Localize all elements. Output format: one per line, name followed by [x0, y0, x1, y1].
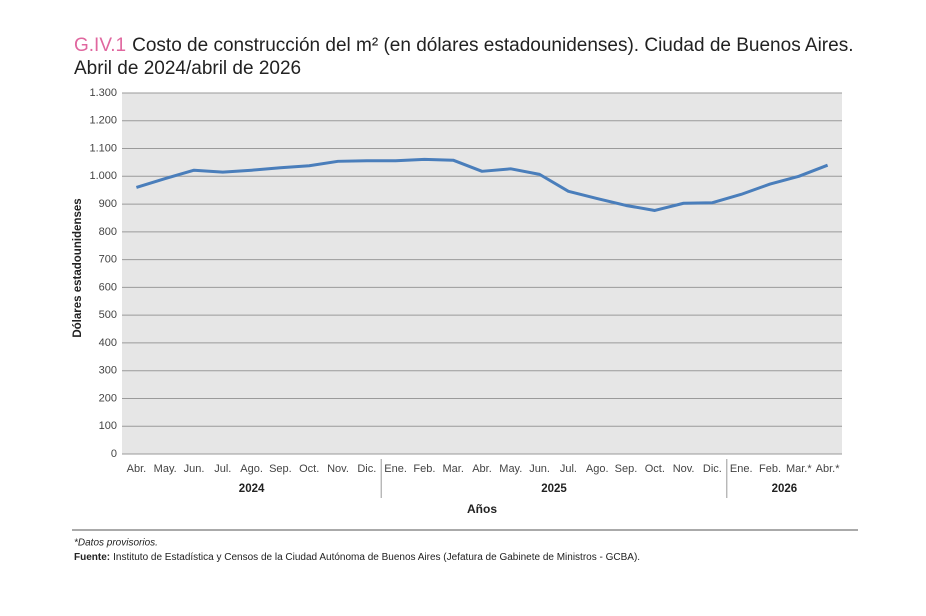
- y-axis-label: Dólares estadounidenses: [72, 198, 84, 337]
- plot-area: [122, 93, 842, 454]
- y-tick-label: 100: [99, 420, 117, 432]
- x-tick-label: Sep.: [615, 463, 638, 475]
- x-group-label: 2024: [239, 483, 265, 495]
- x-tick-label: Ene.: [384, 463, 407, 475]
- y-tick-label: 0: [111, 448, 117, 460]
- y-tick-label: 200: [99, 392, 117, 404]
- x-tick-label: Oct.: [645, 463, 665, 475]
- x-tick-label: Feb.: [413, 463, 435, 475]
- chart-subtitle: Abril de 2024/abril de 2026: [74, 58, 301, 79]
- y-tick-label: 800: [99, 226, 117, 238]
- y-tick-label: 600: [99, 281, 117, 293]
- x-tick-label: May.: [154, 463, 177, 475]
- x-tick-label: Jun.: [529, 463, 550, 475]
- x-tick-label: Abr.: [127, 463, 147, 475]
- x-tick-label: Jun.: [184, 463, 205, 475]
- x-tick-label: Sep.: [269, 463, 292, 475]
- y-tick-label: 1.100: [89, 142, 117, 154]
- note: *Datos provisorios.: [74, 538, 158, 549]
- y-tick-label: 400: [99, 337, 117, 349]
- chart-title: Costo de construcción del m² (en dólares…: [132, 35, 853, 56]
- source-line: Fuente: Instituto de Estadística y Censos…: [74, 552, 640, 563]
- x-tick-label: Abr.: [472, 463, 492, 475]
- x-tick-label: Abr.*: [816, 463, 841, 475]
- y-tick-label: 700: [99, 254, 117, 266]
- x-tick-label: Dic.: [703, 463, 722, 475]
- x-tick-label: Nov.: [327, 463, 349, 475]
- x-tick-label: Mar.: [442, 463, 463, 475]
- x-tick-label: Mar.*: [786, 463, 812, 475]
- x-tick-label: Jul.: [214, 463, 231, 475]
- x-tick-label: Jul.: [560, 463, 577, 475]
- y-tick-label: 1.000: [89, 170, 117, 182]
- y-tick-label: 1.300: [89, 87, 117, 99]
- source: Instituto de Estadística y Censos de la …: [113, 552, 640, 563]
- figure-label: G.IV.1: [74, 35, 126, 56]
- x-group-label: 2025: [541, 483, 567, 495]
- y-tick-label: 500: [99, 309, 117, 321]
- x-tick-label: Dic.: [357, 463, 376, 475]
- x-tick-label: Ago.: [240, 463, 263, 475]
- data-line: [135, 157, 829, 212]
- y-tick-label: 900: [99, 198, 117, 210]
- x-tick-label: May.: [499, 463, 522, 475]
- y-tick-label: 300: [99, 365, 117, 377]
- x-tick-label: Ene.: [730, 463, 753, 475]
- x-group-label: 2026: [772, 483, 798, 495]
- x-tick-label: Ago.: [586, 463, 609, 475]
- x-tick-label: Feb.: [759, 463, 781, 475]
- x-axis-label: Años: [467, 502, 497, 516]
- y-tick-label: 1.200: [89, 115, 117, 127]
- source-label: Fuente:: [74, 552, 110, 563]
- x-tick-label: Nov.: [673, 463, 695, 475]
- chart-heading: G.IV.1 Costo de construcción del m² (en d…: [74, 35, 854, 56]
- x-tick-label: Oct.: [299, 463, 319, 475]
